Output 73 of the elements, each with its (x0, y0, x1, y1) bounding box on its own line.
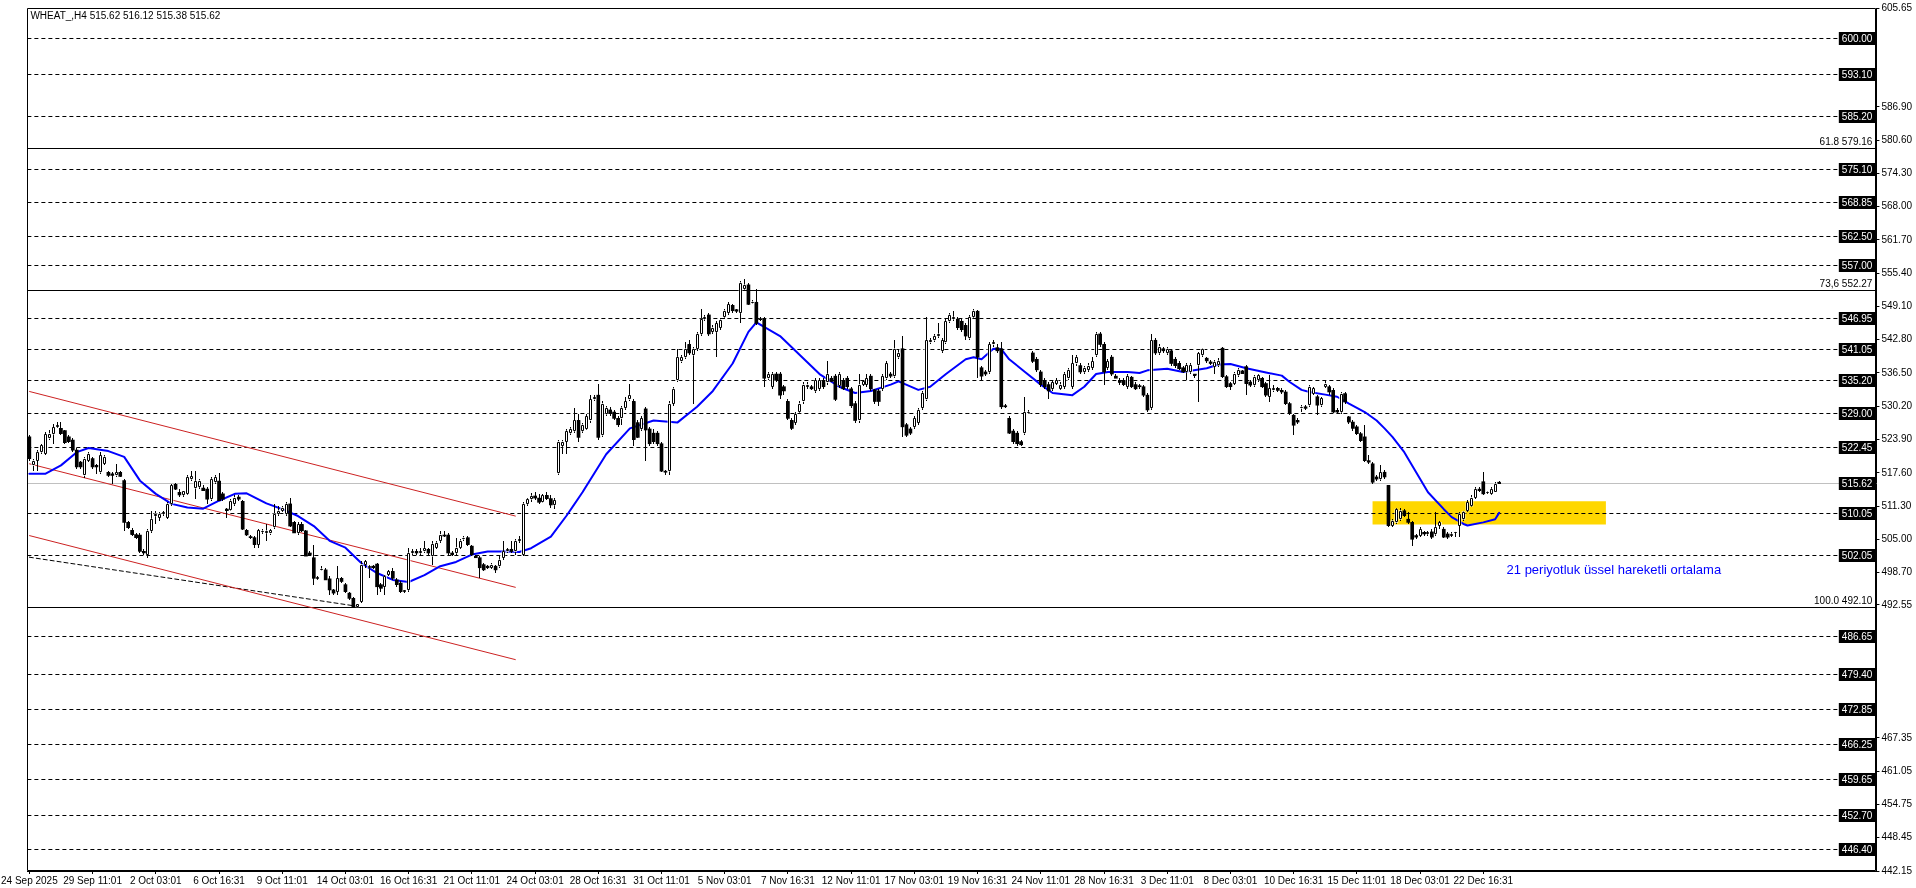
ref-line-label: 61.8 579.16 (1819, 136, 1873, 148)
y-tick-label: 542.80 (1881, 333, 1913, 345)
y-tick-label: 536.50 (1881, 366, 1913, 378)
x-tick-label: 28 Oct 16:31 (569, 874, 628, 886)
ref-line-label: 562.50 (1841, 230, 1873, 242)
y-tick-label: 461.05 (1881, 764, 1913, 776)
ref-line-label: 502.05 (1841, 549, 1873, 561)
y-tick-label: 511.30 (1881, 499, 1912, 511)
y-tick-label: 442.15 (1881, 864, 1913, 876)
ref-line-label: 446.40 (1841, 843, 1873, 855)
ref-line-label: 515.62 (1841, 477, 1873, 489)
x-tick-label: 24 Oct 03:01 (506, 874, 565, 886)
y-tick-label: 561.70 (1881, 233, 1913, 245)
x-tick-label: 7 Nov 16:31 (760, 874, 816, 886)
x-tick-label: 28 Nov 16:31 (1074, 874, 1135, 886)
ref-line-label: 486.65 (1841, 630, 1873, 642)
ref-line-label: 510.05 (1841, 507, 1873, 519)
x-tick-label: 2 Oct 03:01 (129, 874, 183, 886)
text: 21 periyotluk üssel hareketli ortalama (1506, 562, 1722, 578)
y-tick-label: 505.00 (1881, 533, 1913, 545)
x-tick-label: 29 Sep 11:01 (63, 874, 123, 886)
ref-line-label: 452.70 (1841, 809, 1873, 821)
x-tick-label: 14 Oct 03:01 (316, 874, 375, 886)
ref-line-label: 568.85 (1841, 196, 1873, 208)
chart-title: WHEAT_,H4 515.62 516.12 515.38 515.62 (30, 9, 221, 21)
ref-line-label: 466.25 (1841, 738, 1873, 750)
x-tick-label: 5 Nov 03:01 (697, 874, 753, 886)
x-tick-label: 31 Oct 11:01 (633, 874, 691, 886)
y-tick-label: 586.90 (1881, 100, 1913, 112)
ref-line-label: 100.0 492.10 (1814, 595, 1873, 607)
ref-line-label: 479.40 (1841, 668, 1873, 680)
x-tick-label: 16 Oct 16:31 (380, 874, 438, 886)
x-tick-label: 10 Dec 16:31 (1263, 874, 1324, 886)
x-tick-label: 12 Nov 11:01 (821, 874, 881, 886)
x-tick-label: 24 Nov 11:01 (1011, 874, 1071, 886)
y-tick-label: 517.60 (1881, 466, 1913, 478)
ref-line-label: 575.10 (1841, 163, 1873, 175)
y-tick-label: 568.00 (1881, 200, 1913, 212)
y-tick-label: 555.40 (1881, 266, 1913, 278)
ref-line-label: 529.00 (1841, 407, 1873, 419)
x-tick-label: 18 Dec 03:01 (1390, 874, 1451, 886)
ref-line-label: 472.85 (1841, 703, 1873, 715)
x-tick-label: 17 Nov 03:01 (884, 874, 945, 886)
y-tick-label: 530.20 (1881, 400, 1913, 411)
ref-line-label: 600.00 (1841, 32, 1873, 44)
ref-line-label: 557.00 (1841, 259, 1873, 271)
x-tick-label: 3 Dec 11:01 (1140, 874, 1195, 886)
x-tick-label: 21 Oct 11:01 (443, 874, 501, 886)
x-tick-label: 19 Nov 16:31 (947, 874, 1008, 886)
ref-line-label: 459.65 (1841, 773, 1873, 785)
y-tick-label: 448.45 (1881, 831, 1913, 843)
y-tick-label: 580.60 (1881, 133, 1913, 145)
ref-line-label: 546.95 (1841, 312, 1873, 324)
y-tick-label: 454.75 (1881, 798, 1913, 810)
x-tick-label: 22 Dec 16:31 (1453, 874, 1514, 886)
ref-line-label: 535.20 (1841, 374, 1873, 386)
x-tick-label: 24 Sep 2025 (1, 874, 59, 886)
ref-line-label: 593.10 (1841, 68, 1873, 80)
y-tick-label: 549.10 (1881, 300, 1913, 312)
y-tick-label: 498.70 (1881, 566, 1913, 578)
x-tick-label: 6 Oct 16:31 (193, 874, 246, 886)
y-tick-label: 492.55 (1881, 598, 1913, 610)
ref-line-label: 541.05 (1841, 343, 1873, 355)
ref-line-label: 585.20 (1841, 110, 1873, 122)
x-tick-label: 9 Oct 11:01 (256, 874, 309, 886)
ref-line-label: 73,6 552.27 (1819, 278, 1873, 290)
y-tick-label: 605.65 (1881, 1, 1913, 13)
x-tick-label: 15 Dec 11:01 (1327, 874, 1387, 886)
ref-line-label: 522.45 (1841, 441, 1873, 453)
y-tick-label: 574.30 (1881, 167, 1913, 179)
y-tick-label: 523.90 (1881, 433, 1913, 445)
x-tick-label: 8 Dec 03:01 (1203, 874, 1258, 886)
y-tick-label: 467.35 (1881, 731, 1913, 743)
